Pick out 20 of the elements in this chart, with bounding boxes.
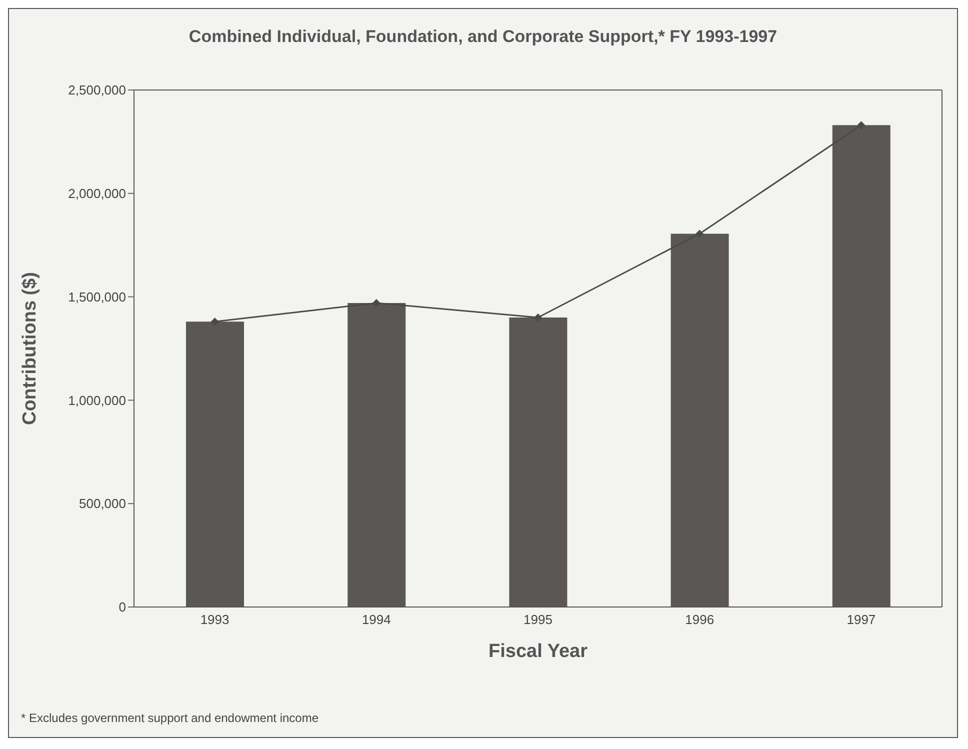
y-tick-label: 0 <box>118 600 126 615</box>
point <box>857 121 866 130</box>
point <box>534 313 542 322</box>
point <box>372 299 380 308</box>
y-tick-label: 1,500,000 <box>68 289 126 304</box>
y-tick-label: 1,000,000 <box>68 392 126 408</box>
x-tick-label: 1995 <box>524 612 552 628</box>
y-tick-label: 2,500,000 <box>68 82 126 98</box>
x-axis-title: Fiscal Year <box>488 641 588 662</box>
x-tick-label: 1997 <box>846 612 876 628</box>
x-tick-label: 1993 <box>200 612 230 628</box>
y-tick-label: 500,000 <box>79 496 126 512</box>
chart-title: Combined Individual, Foundation, and Corporate Support,* FY 1993-1997 <box>188 26 778 47</box>
point <box>210 318 219 326</box>
text: * Excludes government support and endowment income <box>21 711 319 725</box>
y-axis-title: Contributions ($) <box>20 272 41 426</box>
point <box>696 230 704 238</box>
x-tick-label: 1996 <box>685 612 714 628</box>
y-tick-label: 2,000,000 <box>68 186 126 202</box>
x-tick-label: 1994 <box>362 612 391 628</box>
